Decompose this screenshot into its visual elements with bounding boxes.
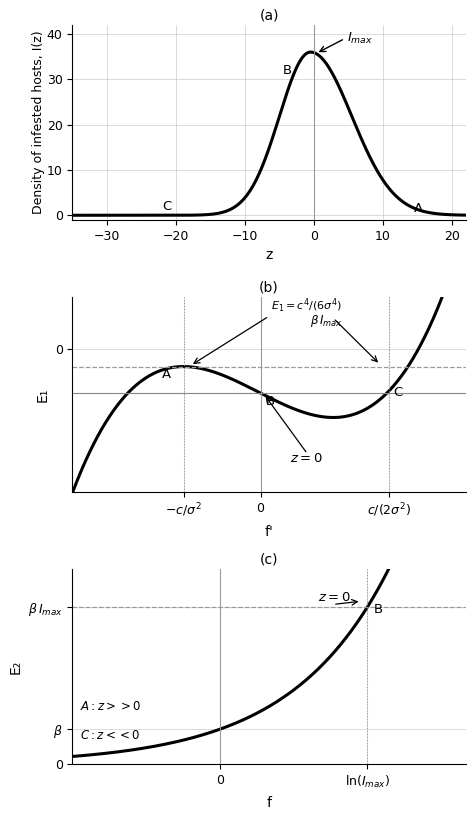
X-axis label: f': f' — [264, 525, 273, 539]
Y-axis label: Density of infested hosts, I(z): Density of infested hosts, I(z) — [33, 30, 46, 214]
Text: $E_1 = c^4/(6\sigma^4)$: $E_1 = c^4/(6\sigma^4)$ — [271, 297, 342, 315]
Y-axis label: E₂: E₂ — [9, 659, 22, 674]
Text: B: B — [265, 394, 275, 407]
Text: $\beta\, I_{max}$: $\beta\, I_{max}$ — [310, 312, 343, 329]
Text: $z = 0$: $z = 0$ — [318, 591, 351, 604]
Text: $C: z << 0$: $C: z << 0$ — [80, 729, 141, 742]
X-axis label: z: z — [265, 248, 273, 262]
Text: $I_{max}$: $I_{max}$ — [347, 31, 373, 46]
Title: (b): (b) — [259, 281, 279, 294]
Y-axis label: E₁: E₁ — [35, 388, 49, 402]
Text: C: C — [162, 200, 172, 213]
Text: C: C — [393, 386, 402, 399]
X-axis label: f: f — [266, 796, 272, 810]
Text: B: B — [283, 64, 292, 77]
Title: (a): (a) — [259, 8, 279, 22]
Title: (c): (c) — [260, 553, 278, 567]
Text: $A: z >> 0$: $A: z >> 0$ — [80, 699, 141, 712]
Text: A: A — [162, 368, 171, 381]
Text: A: A — [414, 202, 423, 214]
Text: $z = 0$: $z = 0$ — [291, 452, 323, 465]
Text: B: B — [374, 603, 383, 616]
